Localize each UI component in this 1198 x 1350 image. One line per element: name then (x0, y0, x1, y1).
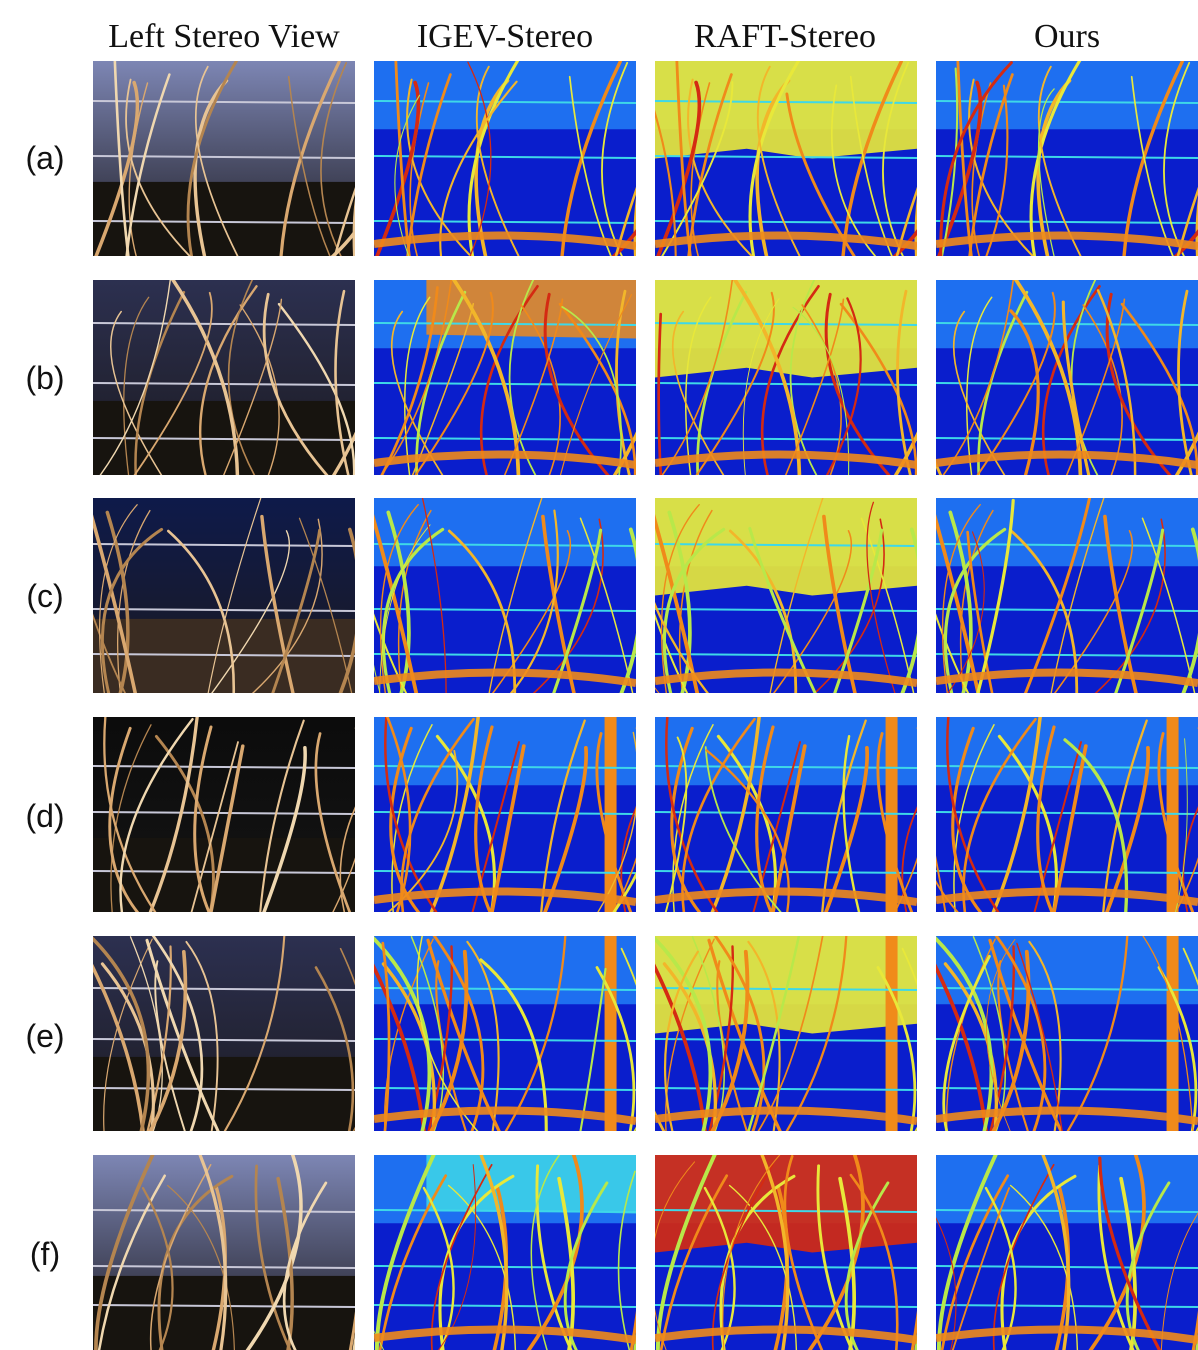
row-label-b: (b) (25, 360, 65, 396)
image-ours-row-f (936, 1155, 1198, 1350)
image-raft-row-b (655, 280, 917, 475)
image-raft-row-e (655, 936, 917, 1131)
image-left-row-c (93, 498, 355, 693)
image-left-row-b (93, 280, 355, 475)
image-ours-row-d (936, 717, 1198, 912)
image-left-row-e (93, 936, 355, 1131)
image-igev-row-c (374, 498, 636, 693)
image-igev-row-b (374, 280, 636, 475)
column-header-raft-stereo: RAFT-Stereo (694, 18, 876, 55)
image-raft-row-f (655, 1155, 917, 1350)
image-igev-row-d (374, 717, 636, 912)
image-igev-row-a (374, 61, 636, 256)
image-ours-row-c (936, 498, 1198, 693)
row-label-c: (c) (26, 578, 64, 614)
image-raft-row-d (655, 717, 917, 912)
image-ours-row-b (936, 280, 1198, 475)
column-header-left-stereo-view: Left Stereo View (108, 18, 340, 55)
image-left-row-f (93, 1155, 355, 1350)
row-label-e: (e) (25, 1018, 65, 1054)
image-igev-row-e (374, 936, 636, 1131)
row-label-d: (d) (25, 798, 65, 834)
image-left-row-a (93, 61, 355, 256)
image-ours-row-a (936, 61, 1198, 256)
image-ours-row-e (936, 936, 1198, 1131)
image-left-row-d (93, 717, 355, 912)
image-raft-row-c (655, 498, 917, 693)
image-raft-row-a (655, 61, 917, 256)
image-igev-row-f (374, 1155, 636, 1350)
row-label-f: (f) (29, 1236, 61, 1272)
column-header-igev-stereo: IGEV-Stereo (416, 18, 594, 55)
row-label-a: (a) (25, 140, 65, 176)
column-header-ours: Ours (1033, 18, 1101, 55)
